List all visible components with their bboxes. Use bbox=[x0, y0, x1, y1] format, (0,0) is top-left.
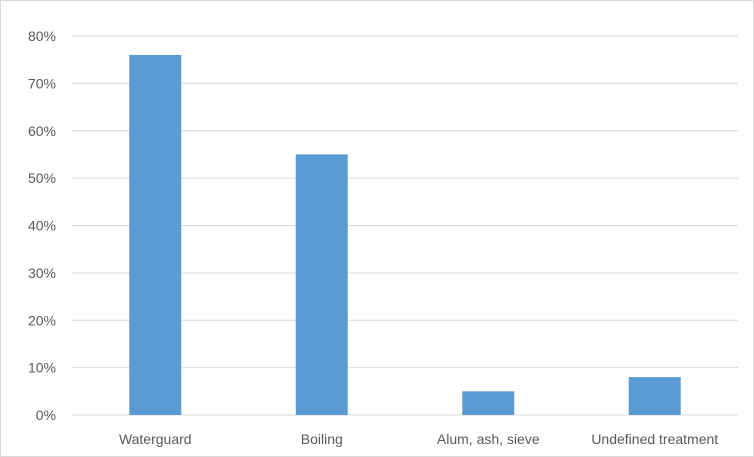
y-tick-label: 50% bbox=[28, 170, 56, 186]
x-tick-label: Alum, ash, sieve bbox=[437, 431, 540, 447]
y-tick-label: 30% bbox=[28, 265, 56, 281]
y-tick-label: 70% bbox=[28, 75, 56, 91]
x-tick-label: Undefined treatment bbox=[591, 431, 718, 447]
y-tick-label: 40% bbox=[28, 218, 56, 234]
gridlines bbox=[72, 35, 738, 416]
bars bbox=[129, 54, 681, 415]
y-tick-label: 20% bbox=[28, 312, 56, 328]
x-tick-label: Waterguard bbox=[119, 431, 192, 447]
y-tick-label: 10% bbox=[28, 360, 56, 376]
bar bbox=[462, 391, 515, 415]
x-axis-tick-labels: Waterguard Boiling Alum, ash, sieve Undefin… bbox=[119, 431, 718, 447]
x-tick-label: Boiling bbox=[301, 431, 343, 447]
y-tick-label: 80% bbox=[28, 28, 56, 44]
bar bbox=[129, 54, 182, 415]
bar bbox=[628, 377, 681, 415]
bar bbox=[295, 154, 348, 415]
y-tick-label: 0% bbox=[36, 407, 56, 423]
y-axis-tick-labels: 0% 10% 20% 30% 40% 50% 60% 70% 80% bbox=[28, 28, 56, 423]
y-tick-label: 60% bbox=[28, 123, 56, 139]
